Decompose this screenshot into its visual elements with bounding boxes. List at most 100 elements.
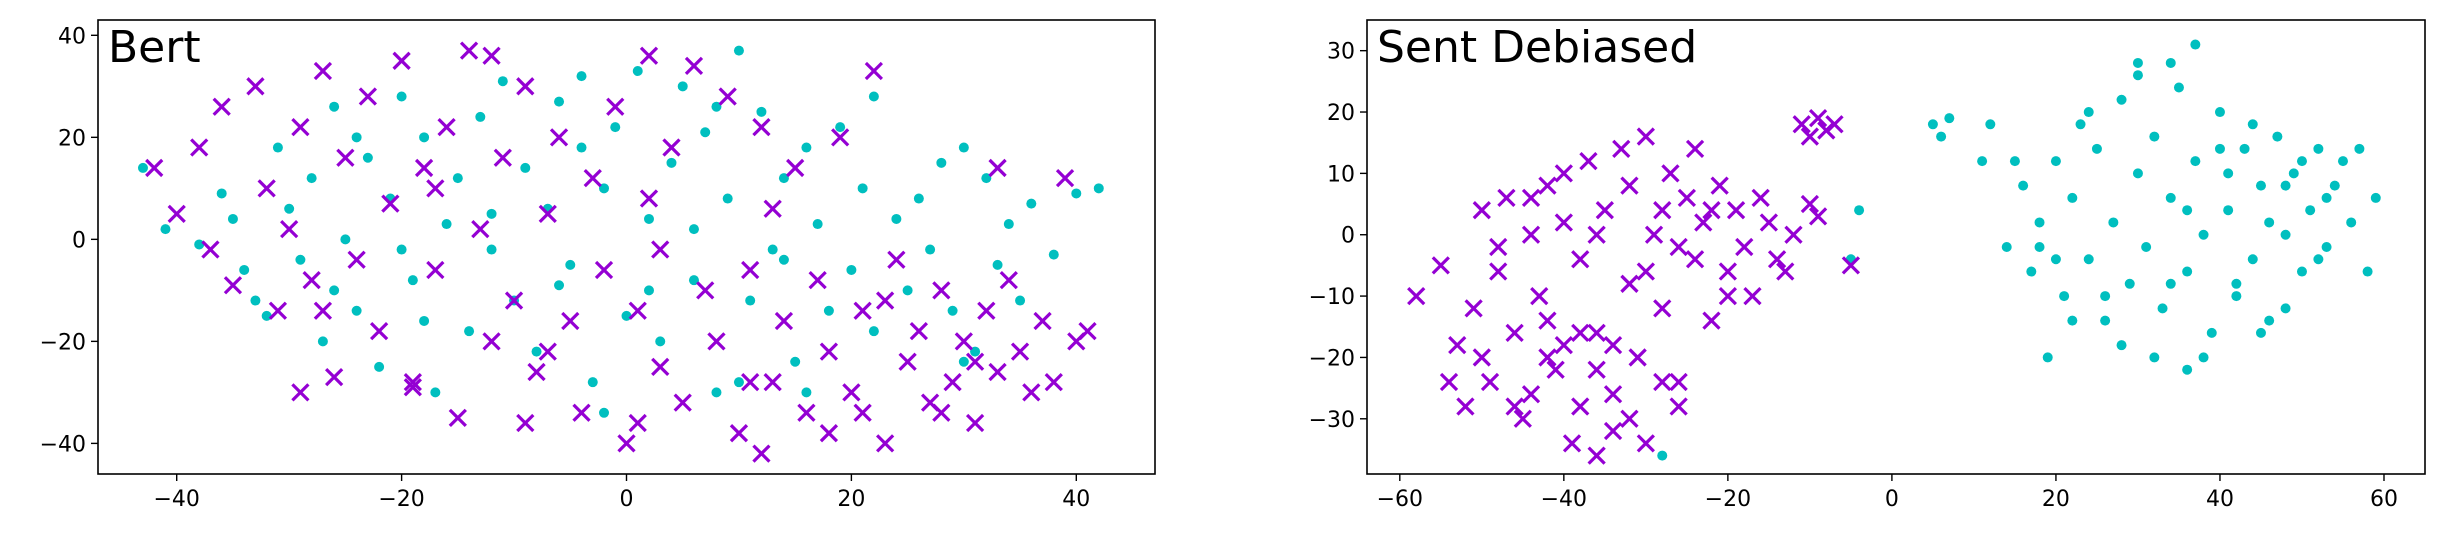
scatter-point-dot bbox=[700, 127, 711, 138]
scatter-point-dot bbox=[576, 142, 587, 153]
scatter-point-x bbox=[639, 46, 659, 65]
scatter-point-dot bbox=[666, 157, 677, 168]
scatter-point-x bbox=[1644, 225, 1664, 244]
scatter-point-dot bbox=[2100, 315, 2111, 326]
scatter-point-x bbox=[1776, 262, 1795, 281]
scatter-point-dot bbox=[351, 305, 362, 316]
scatter-point-x bbox=[628, 301, 647, 320]
scatter-point-dot bbox=[2296, 266, 2307, 277]
scatter-point-x bbox=[1521, 385, 1541, 404]
scatter-point-dot bbox=[2280, 229, 2291, 240]
scatter-point-x bbox=[167, 204, 186, 223]
scatter-point-dot bbox=[2272, 131, 2283, 142]
scatter-point-dot bbox=[2370, 192, 2381, 203]
scatter-point-dot bbox=[1093, 183, 1104, 194]
scatter-point-x bbox=[864, 61, 884, 81]
scatter-point-dot bbox=[2337, 156, 2348, 167]
scatter-point-x bbox=[853, 403, 872, 422]
scatter-point-x bbox=[1718, 286, 1737, 306]
scatter-point-dot bbox=[643, 285, 654, 296]
scatter-point-x bbox=[414, 158, 434, 178]
scatter-point-x bbox=[1571, 323, 1590, 343]
scatter-point-dot bbox=[947, 305, 958, 316]
scatter-point-x bbox=[403, 373, 422, 392]
y-tick-label: 20 bbox=[58, 126, 86, 151]
subplot-sent-debiased: −60 −40 −20 0 20 40 60 −30 −20 −10 0 10 20 30 Sent Deb… bbox=[1309, 19, 2426, 512]
scatter-point-dot bbox=[2321, 242, 2332, 252]
scatter-point-x bbox=[617, 434, 636, 453]
scatter-point-x bbox=[1505, 323, 1524, 343]
scatter-point-dot bbox=[2067, 192, 2078, 203]
scatter-point-dot bbox=[419, 132, 430, 143]
scatter-point-dot bbox=[2182, 205, 2193, 216]
scatter-point-dot bbox=[981, 173, 992, 184]
scatter-point-dot bbox=[2223, 205, 2234, 216]
scatter-point-dot bbox=[2321, 192, 2332, 203]
scatter-point-dot bbox=[475, 111, 486, 122]
y-tick-label: 20 bbox=[1327, 101, 1355, 126]
scatter-point-x bbox=[392, 51, 411, 70]
y-tick-label: 30 bbox=[1327, 40, 1355, 65]
scatter-point-dot bbox=[2264, 315, 2275, 326]
scatter-point-dot bbox=[317, 336, 328, 347]
scatter-point-dot bbox=[891, 213, 902, 224]
scatter-point-x bbox=[808, 271, 827, 290]
x-tick-label: −60 bbox=[1377, 487, 1423, 512]
scatter-point-x bbox=[965, 413, 985, 433]
scatter-markers bbox=[137, 41, 1104, 463]
scatter-point-x bbox=[1407, 286, 1426, 306]
scatter-point-dot bbox=[868, 326, 879, 337]
scatter-point-x bbox=[1521, 188, 1541, 208]
scatter-point-dot bbox=[1854, 205, 1865, 216]
scatter-point-x bbox=[943, 373, 962, 392]
scatter-point-x bbox=[1653, 299, 1672, 318]
scatter-point-dot bbox=[329, 285, 340, 296]
scatter-point-dot bbox=[733, 377, 744, 388]
scatter-point-x bbox=[639, 189, 659, 208]
scatter-point-dot bbox=[2141, 242, 2152, 252]
scatter-point-dot bbox=[2247, 254, 2258, 265]
scatter-point-x bbox=[268, 301, 288, 320]
scatter-point-x bbox=[291, 117, 310, 137]
scatter-point-x bbox=[819, 342, 839, 361]
y-tick-label: 10 bbox=[1327, 162, 1355, 187]
scatter-point-dot bbox=[790, 356, 801, 367]
scatter-point-dot bbox=[711, 101, 722, 112]
scatter-point-dot bbox=[329, 101, 340, 112]
x-tick-label: 20 bbox=[2042, 487, 2070, 512]
panel-title: Bert bbox=[108, 22, 201, 73]
scatter-point-x bbox=[369, 322, 389, 341]
scatter-point-dot bbox=[2296, 156, 2307, 167]
scatter-point-dot bbox=[2214, 143, 2225, 154]
scatter-point-x bbox=[1505, 397, 1524, 416]
scatter-point-x bbox=[1628, 348, 1647, 367]
scatter-point-dot bbox=[2116, 94, 2127, 105]
scatter-point-dot bbox=[1936, 131, 1947, 142]
scatter-point-x bbox=[437, 117, 456, 137]
scatter-point-x bbox=[246, 77, 265, 96]
scatter-point-dot bbox=[239, 264, 250, 275]
scatter-point-x bbox=[909, 322, 928, 341]
scatter-point-x bbox=[853, 301, 872, 320]
scatter-point-x bbox=[752, 117, 771, 137]
scatter-point-dot bbox=[722, 193, 733, 204]
scatter-point-dot bbox=[2124, 278, 2135, 289]
scatter-point-dot bbox=[1048, 249, 1059, 260]
scatter-point-dot bbox=[857, 183, 868, 194]
scatter-point-x bbox=[718, 87, 737, 106]
scatter-point-x bbox=[684, 56, 704, 76]
scatter-point-x bbox=[707, 332, 726, 351]
scatter-point-x bbox=[516, 77, 535, 96]
scatter-point-dot bbox=[1003, 219, 1014, 230]
axes-frame bbox=[1366, 19, 2426, 475]
scatter-point-dot bbox=[2354, 143, 2365, 154]
scatter-point-dot bbox=[1015, 295, 1026, 306]
scatter-point-x bbox=[1562, 434, 1582, 453]
scatter-point-dot bbox=[1071, 188, 1082, 199]
scatter-point-x bbox=[1841, 256, 1861, 275]
scatter-point-dot bbox=[621, 310, 632, 321]
scatter-point-x bbox=[538, 204, 557, 223]
y-tick-label: 0 bbox=[1341, 224, 1355, 249]
scatter-point-dot bbox=[441, 219, 452, 230]
